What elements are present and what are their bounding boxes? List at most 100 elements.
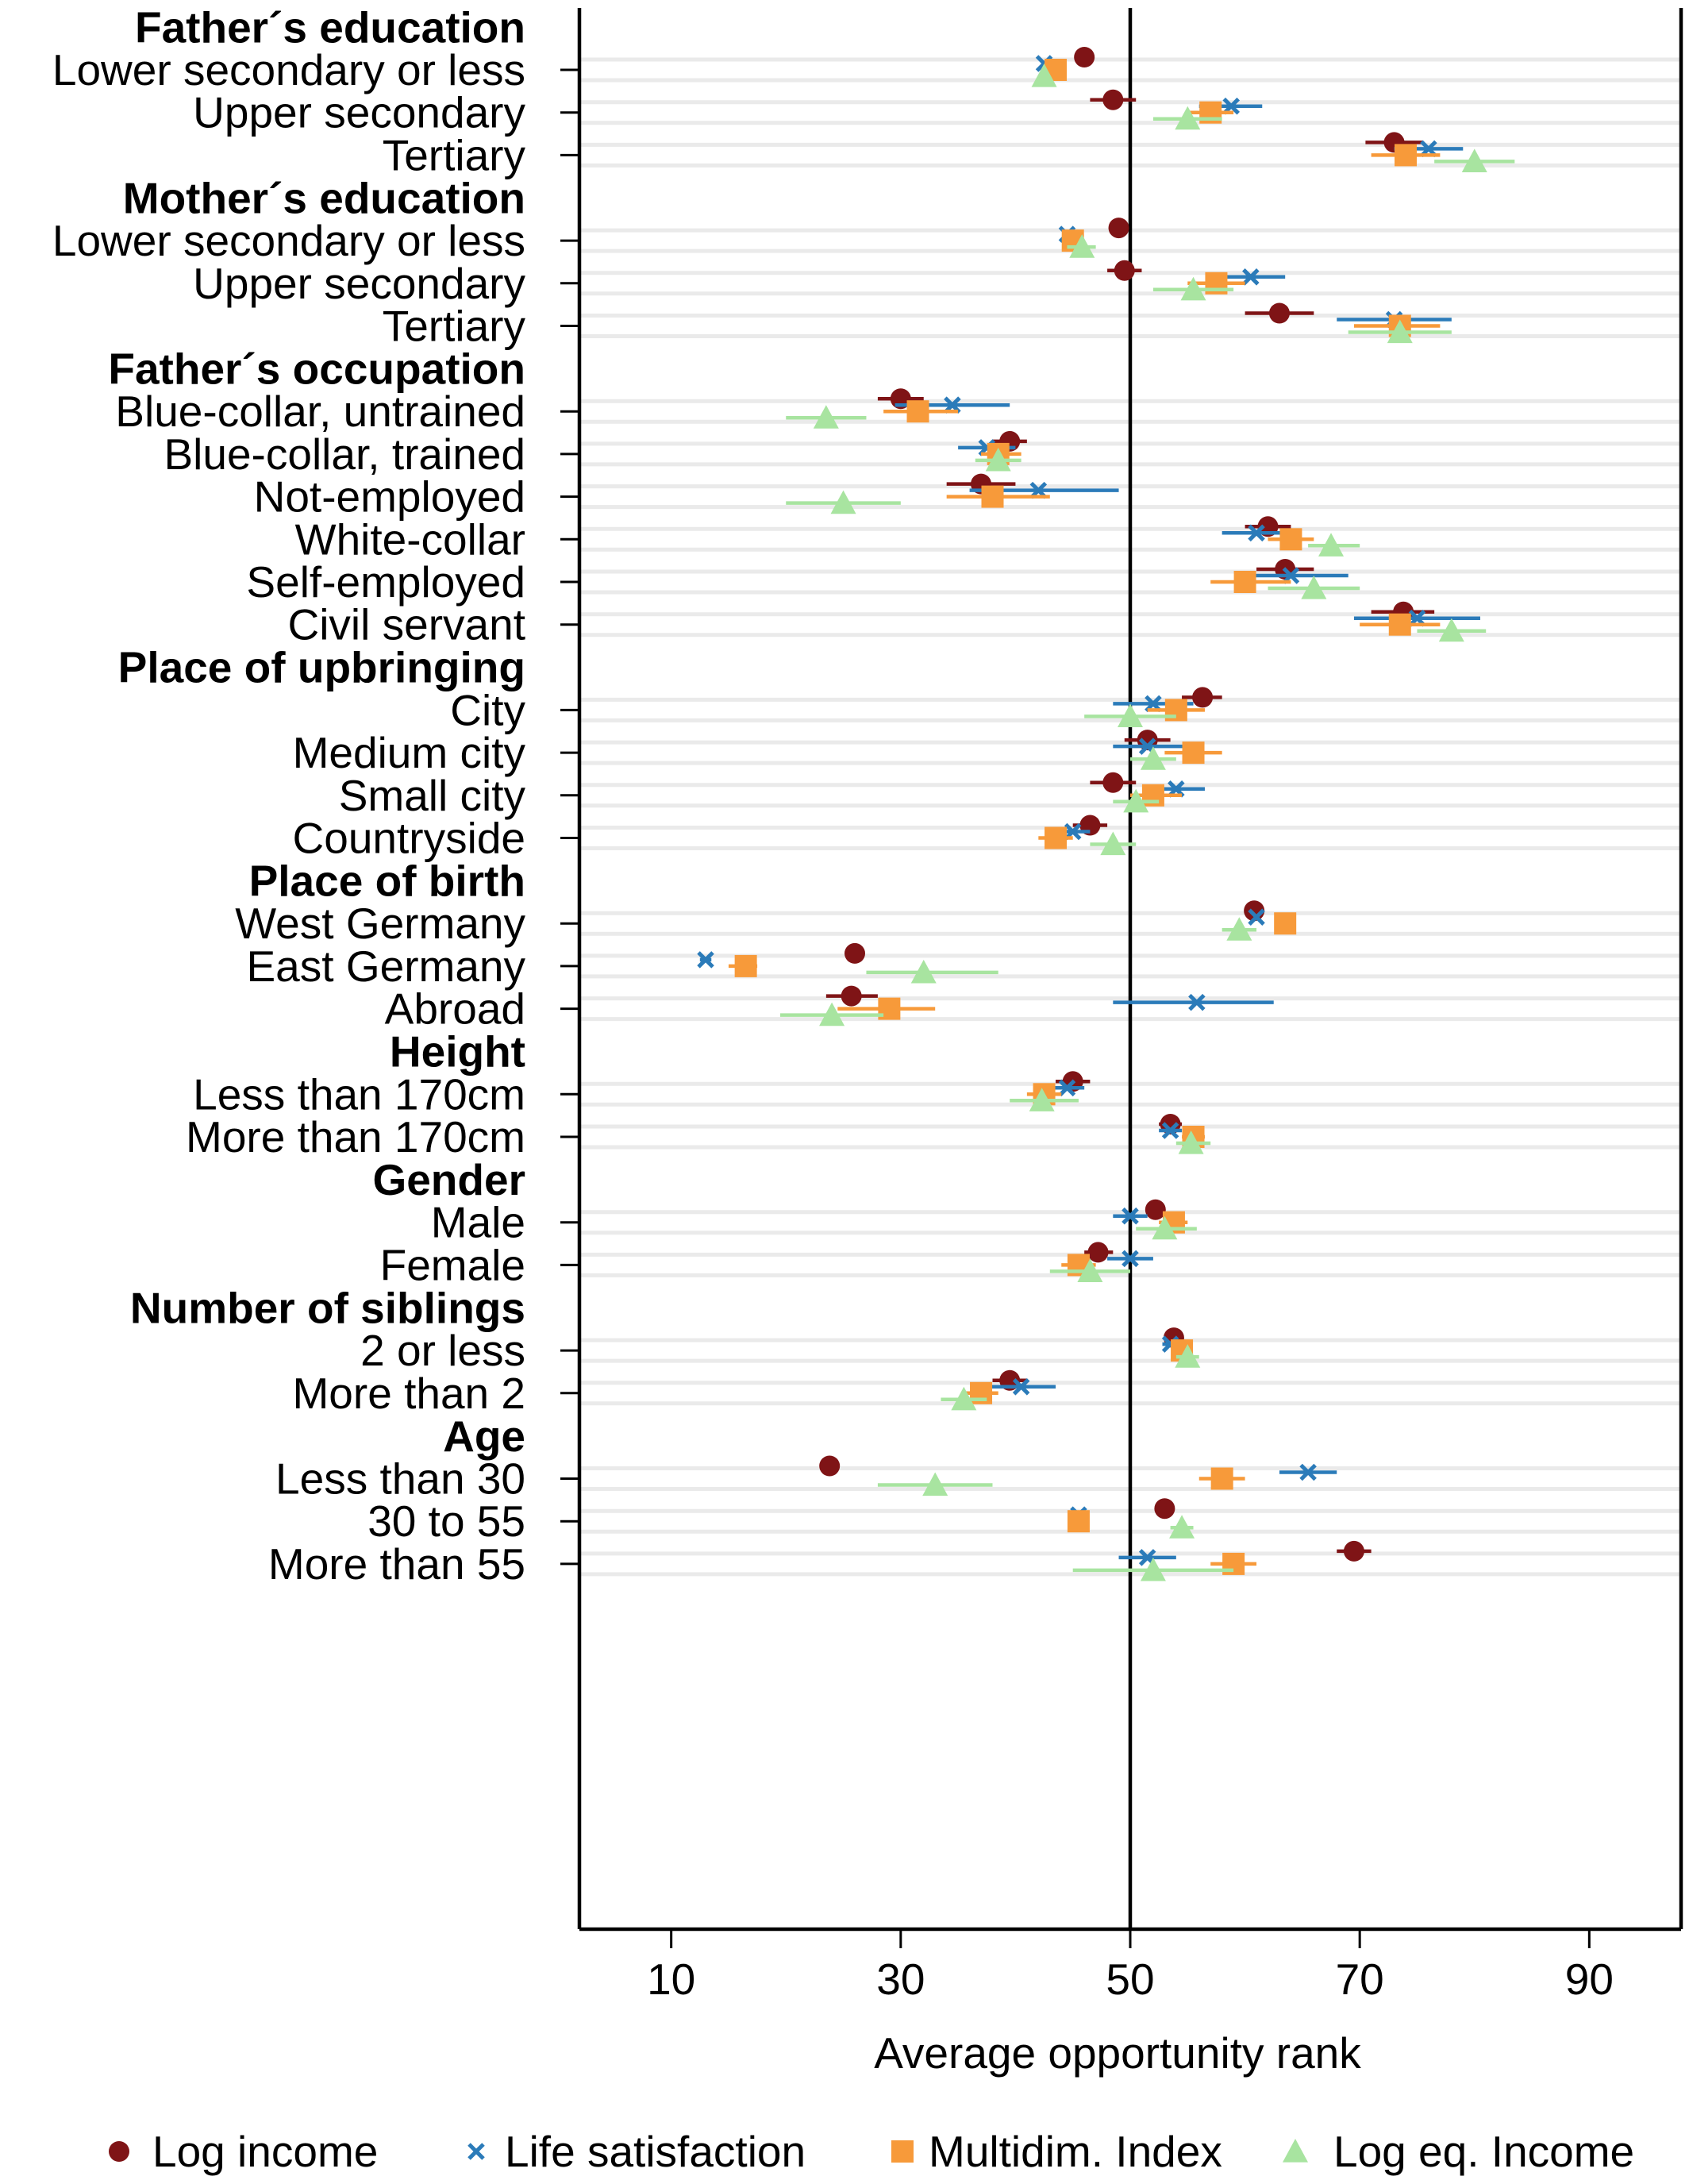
category-label: 2 or less xyxy=(360,1326,525,1375)
x-tick-label: 30 xyxy=(876,1955,925,2004)
marker-stroke xyxy=(1122,1207,1139,1225)
x-tick-label: 50 xyxy=(1106,1955,1154,2004)
group-title: Father´s education xyxy=(135,2,525,52)
data-point xyxy=(1087,1242,1109,1263)
data-point xyxy=(1012,1378,1030,1396)
legend-label: Life satisfaction xyxy=(505,2127,806,2176)
x-tick-label: 90 xyxy=(1565,1955,1614,2004)
data-point xyxy=(1178,1131,1204,1154)
data-point xyxy=(1175,1344,1201,1368)
data-point xyxy=(1074,47,1095,67)
legend-marker xyxy=(109,2141,129,2162)
legend: Log income Life satisfaction Multidim. Ind… xyxy=(109,2127,1634,2176)
data-point xyxy=(1122,1250,1139,1268)
category-label: Male xyxy=(431,1198,525,1247)
category-label: More than 170cm xyxy=(186,1112,525,1161)
data-point xyxy=(1154,1498,1175,1520)
data-point xyxy=(844,942,865,964)
marker-stroke xyxy=(1248,524,1265,542)
data-point xyxy=(1233,571,1256,593)
data-point xyxy=(1069,234,1095,258)
marker-stroke xyxy=(1248,908,1265,926)
data-point xyxy=(1077,1258,1103,1282)
data-point xyxy=(1248,524,1265,542)
data-point xyxy=(1140,1557,1166,1581)
legend-marker xyxy=(467,2143,485,2160)
data-point xyxy=(1395,144,1417,167)
data-point xyxy=(1058,1079,1076,1097)
category-label: Blue-collar, trained xyxy=(164,429,525,479)
data-point xyxy=(1192,687,1214,708)
data-point xyxy=(1210,1467,1233,1490)
category-label: Small city xyxy=(339,771,526,820)
marker-stroke xyxy=(697,951,714,969)
group-title: Place of birth xyxy=(249,857,525,906)
data-point xyxy=(1299,1463,1317,1481)
category-label: Less than 30 xyxy=(275,1454,525,1504)
data-point xyxy=(1145,1199,1166,1220)
marker-stroke xyxy=(1188,993,1206,1011)
marker-stroke xyxy=(1012,1378,1030,1396)
category-label: West Germany xyxy=(235,899,525,948)
group-title: Height xyxy=(390,1027,525,1077)
data-point xyxy=(813,405,839,429)
data-point xyxy=(1161,1122,1179,1139)
data-point xyxy=(951,1386,977,1411)
data-point xyxy=(1102,772,1124,793)
data-point xyxy=(1242,268,1260,286)
group-title: Number of siblings xyxy=(130,1283,525,1332)
data-point xyxy=(1123,788,1149,813)
category-label: Tertiary xyxy=(383,130,526,179)
data-point xyxy=(1031,64,1057,87)
category-label: Blue-collar, untrained xyxy=(115,387,525,436)
data-point xyxy=(1180,276,1206,301)
marker-stroke xyxy=(1138,738,1156,755)
category-labels: Father´s education Lower secondary or les… xyxy=(52,2,526,1589)
group-title: Gender xyxy=(372,1155,525,1204)
data-point xyxy=(1461,148,1487,172)
category-label: East Germany xyxy=(246,942,525,991)
category-label: White-collar xyxy=(295,514,525,564)
data-point xyxy=(1169,1515,1195,1539)
data-point xyxy=(1122,1207,1139,1225)
legend-marker xyxy=(891,2140,914,2163)
legend-item: Log eq. Income xyxy=(1283,2127,1634,2176)
data-point xyxy=(910,959,937,984)
data-point xyxy=(697,951,714,969)
data-point xyxy=(1248,908,1265,926)
category-label: Not-employed xyxy=(254,472,525,522)
data-point xyxy=(1343,1540,1364,1562)
data-point xyxy=(906,400,929,423)
data-point xyxy=(1067,1510,1090,1533)
data-marks xyxy=(697,47,1515,1581)
data-point xyxy=(922,1472,948,1496)
category-label: Upper secondary xyxy=(193,88,525,137)
marker-stroke xyxy=(1299,1463,1317,1481)
data-point xyxy=(981,485,1004,508)
category-label: Abroad xyxy=(385,984,525,1034)
data-point xyxy=(1301,576,1327,599)
data-point xyxy=(1318,533,1345,557)
legend-item: Multidim. Index xyxy=(891,2127,1222,2176)
marker-stroke xyxy=(1161,1122,1179,1139)
data-point xyxy=(819,1002,845,1027)
data-point xyxy=(1029,1088,1055,1111)
category-label: More than 2 xyxy=(292,1369,525,1418)
category-label: More than 55 xyxy=(268,1539,525,1589)
group-title: Father´s occupation xyxy=(108,345,525,394)
category-label: Lower secondary or less xyxy=(52,216,525,265)
marker-stroke xyxy=(467,2143,485,2160)
category-label: Medium city xyxy=(293,728,526,777)
category-label: Upper secondary xyxy=(193,259,525,308)
marker-stroke xyxy=(1242,268,1260,286)
data-point xyxy=(1100,831,1126,856)
data-point xyxy=(830,490,856,514)
data-point xyxy=(1279,528,1302,551)
category-label: Tertiary xyxy=(383,302,526,351)
data-point xyxy=(1152,1215,1178,1240)
data-point xyxy=(841,985,862,1007)
data-point xyxy=(1274,912,1297,935)
x-tick-label: 70 xyxy=(1336,1955,1384,2004)
category-label: 30 to 55 xyxy=(367,1496,525,1546)
marker-stroke xyxy=(1138,1549,1156,1566)
